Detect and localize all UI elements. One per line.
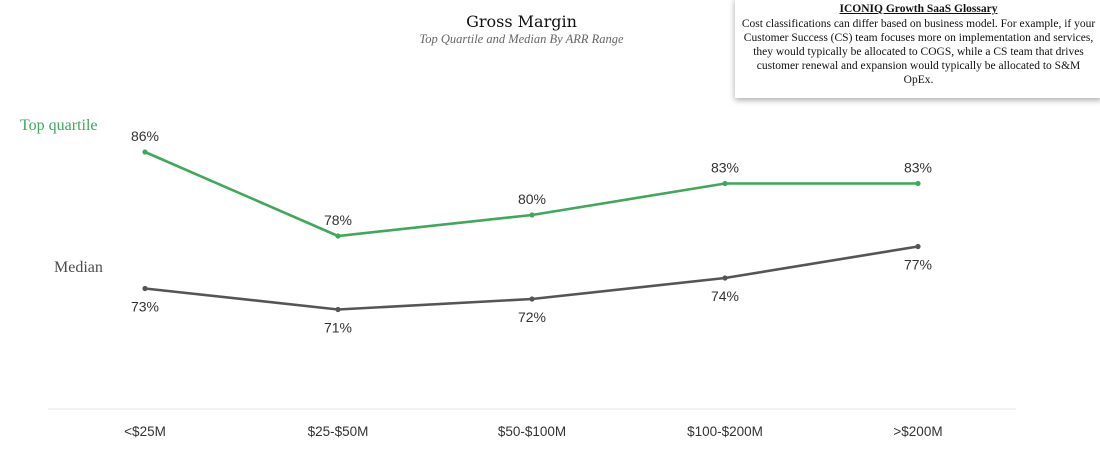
data-label: 73% bbox=[131, 299, 159, 315]
series-label-top-quartile: Top quartile bbox=[20, 117, 98, 134]
data-point[interactable] bbox=[915, 243, 921, 250]
x-tick-label: $100-$200M bbox=[687, 424, 763, 439]
data-label: 80% bbox=[518, 191, 546, 207]
data-point[interactable] bbox=[529, 296, 535, 302]
data-label: 78% bbox=[324, 212, 352, 228]
data-point[interactable] bbox=[142, 149, 148, 155]
x-tick-label: <$25M bbox=[124, 424, 166, 439]
data-point[interactable] bbox=[335, 306, 341, 313]
data-label: 74% bbox=[711, 288, 739, 304]
data-point[interactable] bbox=[529, 212, 535, 218]
data-label: 71% bbox=[324, 320, 352, 336]
chart-title: Gross Margin bbox=[466, 12, 577, 31]
data-label: 72% bbox=[518, 309, 546, 325]
x-tick-label: $50-$100M bbox=[498, 424, 566, 439]
data-label: 86% bbox=[131, 128, 159, 144]
glossary-tooltip: ICONIQ Growth SaaS Glossary Cost classif… bbox=[735, 0, 1100, 98]
x-tick-label: >$200M bbox=[893, 424, 942, 439]
data-label: 77% bbox=[904, 257, 932, 273]
data-point[interactable] bbox=[142, 285, 148, 292]
data-point[interactable] bbox=[722, 275, 728, 281]
glossary-body: Cost classifications can differ based on… bbox=[741, 18, 1096, 86]
data-point[interactable] bbox=[722, 180, 728, 187]
data-label: 83% bbox=[711, 160, 739, 176]
series-label-median: Median bbox=[54, 259, 103, 276]
data-point[interactable] bbox=[335, 233, 341, 239]
data-label: 83% bbox=[904, 160, 932, 176]
glossary-title: ICONIQ Growth SaaS Glossary bbox=[839, 3, 998, 15]
x-tick-label: $25-$50M bbox=[308, 424, 369, 439]
data-point[interactable] bbox=[915, 180, 921, 187]
chart-subtitle: Top Quartile and Median By ARR Range bbox=[419, 32, 624, 46]
